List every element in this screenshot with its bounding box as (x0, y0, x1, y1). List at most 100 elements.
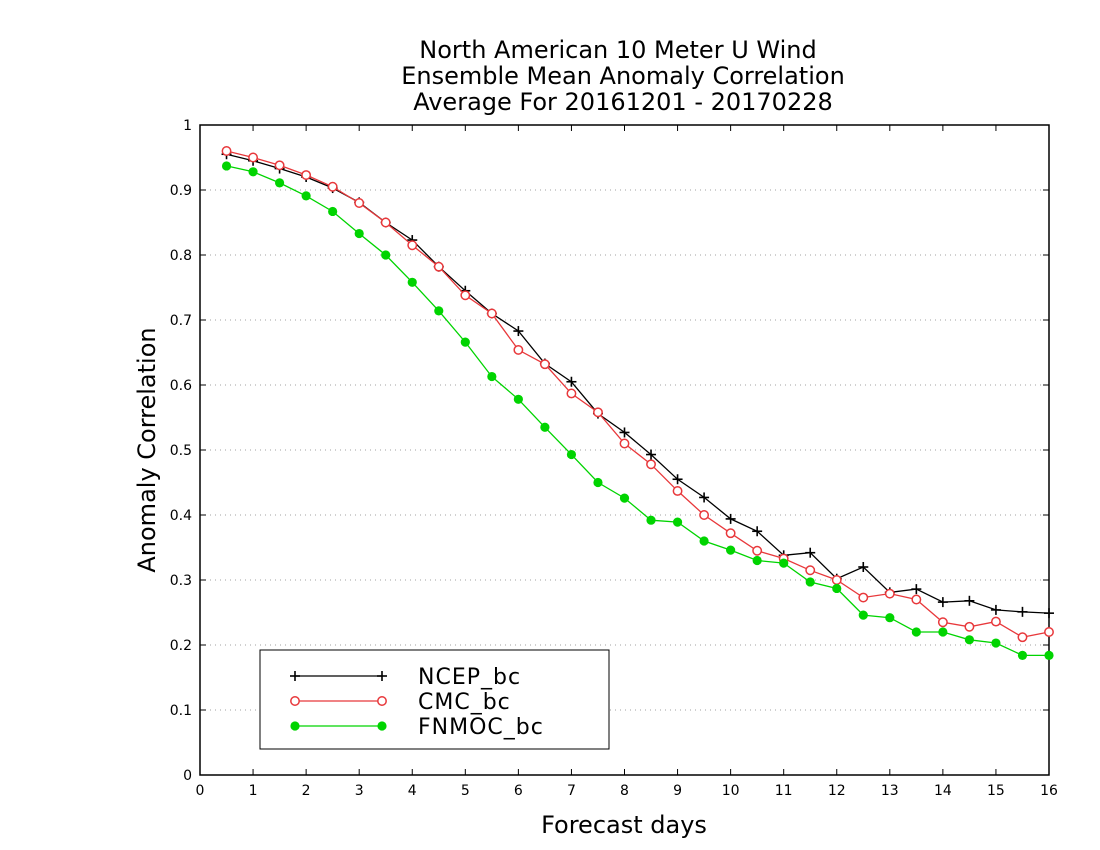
legend-marker-cmc-bc (290, 696, 300, 706)
legend-label-cmc-bc: CMC_bc (418, 690, 511, 715)
data-point-fnmoc-bc (672, 517, 683, 527)
y-tick-label: 0.3 (170, 573, 192, 589)
data-point-cmc-bc (699, 510, 710, 520)
data-point-fnmoc-bc (911, 627, 921, 637)
data-point-fnmoc-bc (726, 545, 736, 555)
x-tick-label: 9 (673, 783, 682, 799)
data-point-fnmoc-bc (248, 167, 258, 177)
data-point-ncep-bc (566, 376, 577, 387)
x-tick-label: 0 (196, 783, 205, 799)
data-point-cmc-bc (990, 616, 1001, 627)
y-tick-label: 1 (183, 118, 192, 134)
x-tick-label: 6 (514, 783, 523, 799)
x-tick-label: 12 (828, 783, 846, 799)
data-point-cmc-bc (513, 344, 524, 355)
data-point-ncep-bc (752, 526, 763, 537)
data-point-cmc-bc (460, 290, 471, 301)
data-point-cmc-bc (593, 407, 603, 418)
data-point-ncep-bc (619, 427, 630, 438)
data-point-ncep-bc (672, 474, 683, 485)
x-tick-label: 13 (881, 783, 899, 799)
data-point-cmc-bc (486, 308, 497, 319)
data-point-ncep-bc (964, 595, 975, 606)
data-point-cmc-bc (433, 261, 444, 272)
data-point-fnmoc-bc (460, 337, 470, 347)
data-point-cmc-bc (539, 359, 550, 370)
data-point-cmc-bc (911, 594, 922, 605)
data-point-fnmoc-bc (619, 493, 630, 503)
data-point-cmc-bc (884, 588, 895, 599)
data-point-ncep-bc (1044, 608, 1054, 619)
data-point-cmc-bc (566, 388, 577, 399)
data-point-cmc-bc (831, 575, 842, 585)
data-point-fnmoc-bc (805, 577, 815, 587)
data-point-cmc-bc (1044, 627, 1054, 637)
data-point-fnmoc-bc (301, 191, 311, 201)
data-point-fnmoc-bc (354, 228, 364, 239)
x-tick-label: 8 (620, 783, 629, 799)
data-point-fnmoc-bc (1044, 650, 1054, 661)
data-point-cmc-bc (354, 198, 365, 208)
series-ncep-bc (221, 149, 1054, 619)
y-tick-label: 0.2 (170, 638, 192, 654)
data-point-fnmoc-bc (540, 422, 550, 432)
data-point-ncep-bc (805, 547, 816, 558)
data-point-cmc-bc (858, 592, 869, 603)
x-tick-label: 4 (408, 783, 417, 799)
data-point-fnmoc-bc (646, 515, 656, 525)
data-point-ncep-bc (699, 492, 710, 503)
x-tick-label: 14 (934, 783, 952, 799)
data-point-cmc-bc (380, 217, 391, 228)
data-point-cmc-bc (619, 438, 630, 449)
data-point-cmc-bc (805, 565, 816, 576)
x-tick-label: 7 (567, 783, 576, 799)
x-tick-label: 10 (722, 783, 740, 799)
data-point-fnmoc-bc (699, 536, 709, 546)
data-point-fnmoc-bc (1017, 650, 1028, 661)
data-point-cmc-bc (672, 486, 683, 496)
series-fnmoc-bc (221, 161, 1054, 661)
data-point-ncep-bc (858, 562, 869, 572)
x-tick-label: 11 (775, 783, 793, 799)
data-point-fnmoc-bc (328, 206, 338, 217)
x-tick-label: 1 (249, 783, 258, 799)
x-tick-label: 16 (1040, 783, 1058, 799)
data-point-cmc-bc (964, 621, 975, 632)
data-point-fnmoc-bc (487, 371, 497, 382)
series-cmc-bc (221, 146, 1054, 643)
data-point-fnmoc-bc (407, 277, 417, 287)
data-point-fnmoc-bc (566, 449, 577, 460)
y-tick-label: 0.7 (170, 313, 192, 329)
data-point-ncep-bc (1017, 606, 1028, 617)
legend-label-ncep-bc: NCEP_bc (418, 665, 521, 690)
data-point-ncep-bc (646, 449, 657, 460)
data-point-fnmoc-bc (964, 635, 975, 645)
data-point-fnmoc-bc (593, 477, 603, 488)
data-point-cmc-bc (248, 152, 259, 163)
x-tick-label: 5 (461, 783, 470, 799)
data-point-fnmoc-bc (434, 306, 444, 316)
data-point-cmc-bc (327, 181, 338, 192)
axis-ticks: 00.10.20.30.40.50.60.70.80.910 1 2 3 4 5 6 7 8 9 1… (170, 118, 1058, 799)
x-tick-label: 2 (302, 783, 311, 799)
legend-marker-fnmoc-bc (290, 721, 300, 731)
data-point-cmc-bc (752, 545, 763, 556)
legend-marker-cmc-bc (377, 696, 387, 706)
data-point-fnmoc-bc (991, 638, 1001, 648)
data-point-fnmoc-bc (221, 161, 232, 171)
data-point-cmc-bc (301, 170, 312, 181)
data-point-cmc-bc (221, 146, 232, 156)
legend-box (259, 649, 610, 750)
data-series (221, 146, 1054, 661)
data-point-fnmoc-bc (779, 558, 789, 568)
data-point-fnmoc-bc (513, 394, 523, 404)
data-point-ncep-bc (911, 584, 922, 595)
data-point-cmc-bc (725, 528, 736, 539)
data-point-ncep-bc (937, 597, 948, 608)
data-point-fnmoc-bc (858, 610, 868, 620)
y-tick-label: 0.4 (170, 508, 192, 524)
series-line-cmc-bc (226, 150, 1050, 638)
